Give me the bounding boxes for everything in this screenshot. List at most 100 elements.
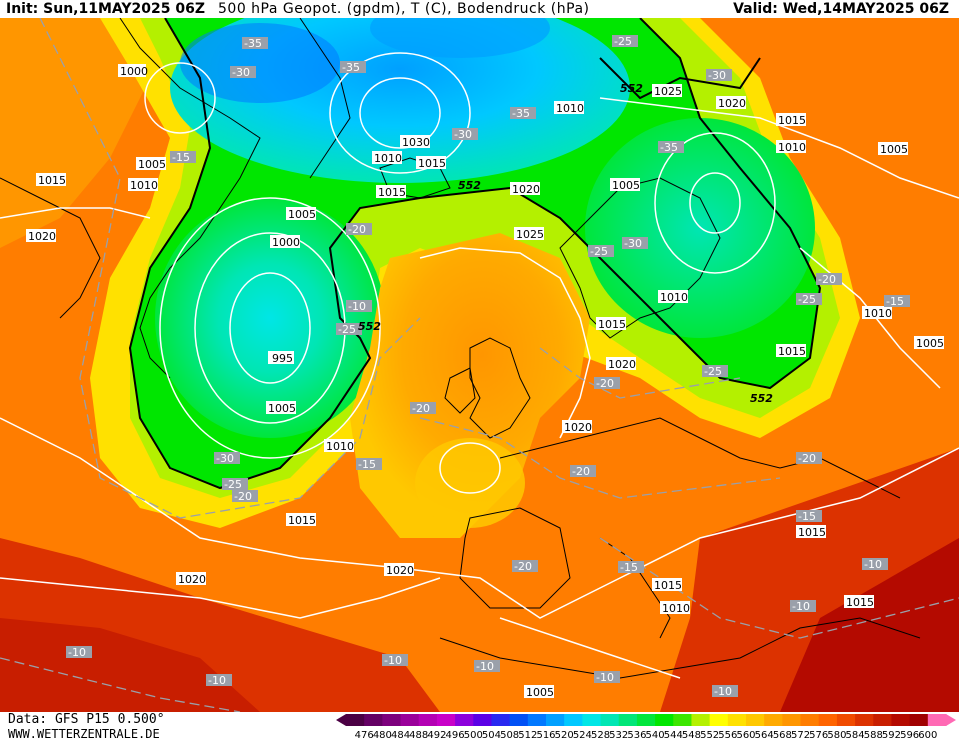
isobar-label-box [878,142,908,155]
isobar-low-scand-mid [654,132,776,274]
isobar-label-1015-a: 1015 [38,174,66,187]
isobar-label-1010-g: 1010 [864,307,892,320]
isotherm-label-minus20-a: -20 [348,223,366,236]
isotherm-label-minus15-c: -15 [886,295,904,308]
isobar-label-1015-c: 1015 [418,157,446,170]
isotherm-label-box [222,478,248,490]
isobar-label-box [562,420,592,433]
legend-arrow-right [946,714,956,726]
legend-swatch [582,714,602,726]
isobar-label-box [658,290,688,303]
isobar-high-biscay [439,442,501,494]
isotherm-label-minus25-f: -25 [798,293,816,306]
isotherm-label-box [622,237,648,249]
isotherm-label-minus15-e: -15 [620,561,638,574]
isotherm-label-box [612,35,638,47]
isobar-label-box [372,151,402,164]
legend-tick-label: 488 [409,730,428,740]
isobar-1020-south [0,577,441,619]
isobar-label-1005-c: 1005 [268,402,296,415]
isobar-label-1005-f: 1005 [916,337,944,350]
isobar-label-1005-g: 1005 [526,686,554,699]
isobar-label-1010-e: 1010 [778,141,806,154]
data-source-label: Data: GFS P15 0.500° [8,712,165,727]
isotherm-label-box [816,273,842,285]
isotherm-label-minus30-e: -30 [216,452,234,465]
isobar-label-box [128,178,158,191]
valid-time: Valid: Wed,14MAY2025 06Z [733,1,949,17]
isotherm-label-box [410,402,436,414]
isotherms [0,18,959,712]
weather-map-svg: 1000 1005 1010 1015 1020 1005 1000 995 1… [0,18,959,712]
isotherm-label-box [346,223,372,235]
isobar-label-box [796,525,826,538]
isotherm-minus15-west [39,18,421,519]
color-legend: 476 480 484 488 492 496 500 504 508 512 516 520 524 5… [336,714,956,740]
isobar-high-iceland-outer [329,52,471,174]
isotherm-labels: -35 -30 -35 -35 -30 -15 -25 -30 -35 -30 … [66,35,910,698]
legend-swatch [509,714,529,726]
height-label-552-d: 552 [750,392,773,405]
website-label: WWW.WETTERZENTRALE.DE [8,727,160,741]
height-labels: 552 552 552 552 [358,82,773,405]
isobar-label-1025-a: 1025 [516,228,544,241]
isotherm-label-minus30-d: -30 [624,237,642,250]
isotherm-label-box [790,600,816,612]
legend-swatch [364,714,383,726]
isobar-label-box [652,84,682,97]
height-label-552-b: 552 [458,179,481,192]
legend-tick-label: 596 [900,730,919,740]
isotherm-label-minus30-b: -30 [454,128,472,141]
legend-tick-label: 588 [864,730,883,740]
legend-tick-label: 524 [573,730,592,740]
contour-552-west [128,18,822,490]
legend-tick-label: 552 [700,730,719,740]
legend-swatch [909,714,929,726]
legend-swatch [764,714,783,726]
isotherm-label-minus20-e: -20 [818,273,836,286]
isotherm-label-box [570,465,596,477]
warm-ridge-europe [350,233,590,538]
legend-labels: 476 480 484 488 492 496 500 504 508 512 516 520 524 5… [355,730,938,740]
isotherm-label-box [214,452,240,464]
legend-tick-label: 584 [846,730,865,740]
legend-swatch [346,714,365,726]
isobar-label-box [324,439,354,452]
legend-swatch [782,714,802,726]
isotherm-label-minus10-b: -10 [864,558,882,571]
isobar-label-1020-f: 1020 [608,358,636,371]
isobar-label-box [270,235,300,248]
ireland-coast [444,367,476,414]
isobar-label-1015-e: 1015 [778,114,806,127]
isotherm-label-minus20-h: -20 [514,560,532,573]
isobar-label-box [268,351,294,364]
greenland-east-coast [299,18,351,179]
central-europe-coast [499,417,901,499]
isotherm-label-minus10-f: -10 [476,660,494,673]
isobar-1015-west [0,207,151,219]
isotherm-label-minus20-g: -20 [798,452,816,465]
legend-tick-label: 504 [482,730,501,740]
isobar-label-1015-i: 1015 [654,579,682,592]
isobar-label-box [376,185,406,198]
isotherm-minus20-mid [419,417,781,499]
legend-tick-label: 532 [609,730,628,740]
isotherm-label-box [796,452,822,464]
isobar-label-1030: 1030 [402,136,430,149]
map-title: 500 hPa Geopot. (gpdm), T (C), Bodendruc… [218,1,590,17]
legend-tick-label: 528 [591,730,610,740]
legend-swatch [836,714,856,726]
isobar-label-1005-b: 1005 [288,208,316,221]
isobar-label-box [524,685,554,698]
isotherm-label-box [796,510,822,522]
iberia-coast [459,507,571,609]
isotherm-label-minus20-d: -20 [596,377,614,390]
isotherm-label-minus10-h: -10 [208,674,226,687]
isobar-label-box [510,182,540,195]
isotherm-label-box [66,646,92,658]
north-africa-coast [439,617,921,679]
legend-swatch [655,714,674,726]
legend-swatch [455,714,474,726]
contour-552-north [599,57,761,100]
isotherm-label-minus35-b: -35 [342,61,360,74]
